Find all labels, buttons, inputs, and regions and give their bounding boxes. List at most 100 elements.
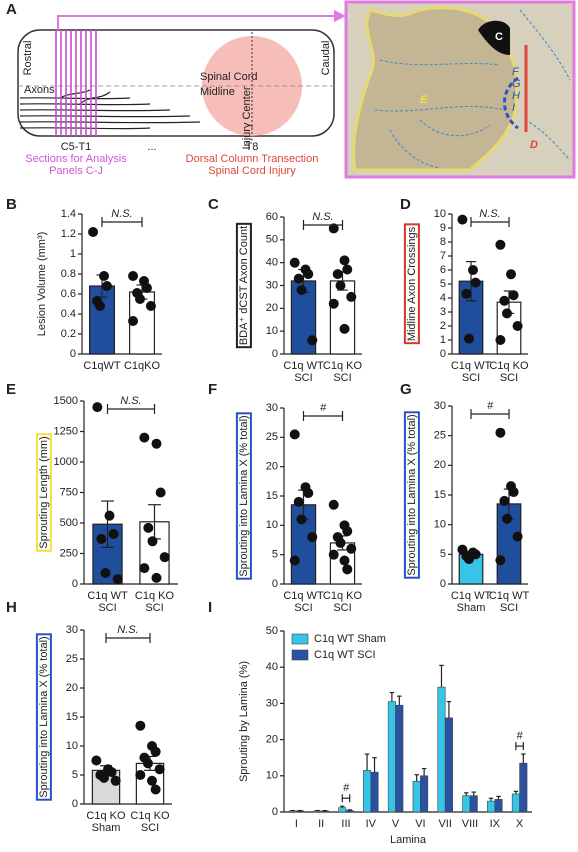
data-point — [499, 495, 510, 506]
x-tick-label: X — [516, 818, 524, 830]
data-point — [508, 487, 519, 498]
x-tick-label: VIII — [462, 818, 479, 830]
y-axis-title: BDA⁺ dCST Axon Count — [235, 222, 252, 349]
data-point — [96, 533, 107, 544]
y-tick-label: 250 — [60, 547, 78, 559]
y-tick-label: 30 — [266, 402, 278, 414]
significance-label: N.S. — [120, 395, 141, 407]
y-tick-label: 0 — [70, 348, 76, 360]
x-tick-label: SCI — [500, 602, 518, 614]
y-tick-label: 4 — [440, 292, 446, 304]
data-point — [128, 271, 139, 281]
data-point — [143, 758, 153, 769]
y-axis-title: Sprouting into Lamina X (% total) — [235, 412, 252, 580]
y-axis-title: Sprouting Length (mm) — [35, 433, 52, 552]
bar — [412, 780, 421, 813]
y-tick-label: 5 — [440, 278, 446, 290]
panel-letter: I — [208, 599, 212, 616]
y-label-box — [403, 411, 420, 579]
x-tick-label: III — [341, 818, 350, 830]
y-tick-label: 10 — [434, 208, 446, 220]
y-tick-label: 1000 — [54, 456, 78, 468]
bar — [370, 771, 379, 813]
y-tick-label: 1 — [70, 248, 76, 260]
y-tick-label: 1500 — [54, 395, 78, 407]
injury-label: Dorsal Column Transection — [186, 153, 319, 165]
y-tick-label: 1 — [440, 334, 446, 346]
data-point — [150, 746, 161, 757]
x-tick-label: VI — [415, 818, 425, 830]
y-tick-label: 8 — [440, 236, 446, 248]
bar — [462, 795, 471, 813]
legend-swatch — [291, 649, 309, 661]
y-tick-label: 10 — [266, 519, 278, 531]
y-tick-label: 750 — [60, 486, 78, 498]
y-tick-label: 10 — [266, 770, 278, 782]
y-tick-label: 0 — [272, 806, 278, 818]
data-point — [147, 775, 157, 786]
data-point — [339, 323, 350, 334]
data-point — [293, 273, 304, 284]
data-point — [457, 214, 468, 225]
y-label-box — [35, 433, 52, 552]
bar — [329, 280, 356, 355]
image-label: C — [495, 31, 503, 43]
x-tick-label: SCI — [333, 372, 351, 384]
y-tick-label: 15 — [266, 490, 278, 502]
y-tick-label: 30 — [434, 400, 446, 412]
y-axis-title: Lesion Volume (mm³) — [36, 232, 48, 337]
sections-label: Panels C-J — [49, 165, 103, 177]
significance-label: # — [517, 730, 524, 742]
y-tick-label: 40 — [266, 257, 278, 269]
y-tick-label: 0 — [272, 578, 278, 590]
y-tick-label: 30 — [266, 279, 278, 291]
x-tick-label: V — [392, 818, 400, 830]
significance-label: N.S. — [479, 208, 500, 220]
image-label: E — [420, 94, 428, 106]
data-point — [342, 264, 353, 275]
data-point — [135, 770, 146, 780]
y-tick-label: 0.6 — [61, 288, 76, 300]
data-point — [106, 767, 117, 778]
panel-letter: H — [6, 599, 17, 616]
y-label: Sprouting into Lamina X (% total) — [38, 636, 50, 797]
data-point — [307, 532, 318, 543]
significance-label: # — [487, 400, 494, 412]
sprouting-region — [352, 6, 519, 172]
data-point — [145, 301, 156, 311]
data-point — [470, 277, 481, 288]
x-tick-label: SCI — [98, 602, 116, 614]
data-point — [335, 537, 346, 548]
data-point — [499, 295, 510, 306]
data-point — [289, 257, 300, 268]
data-point — [339, 555, 350, 566]
y-tick-label: 0.8 — [61, 268, 76, 280]
bar — [519, 762, 528, 813]
panel-letter: A — [6, 1, 17, 18]
data-point — [99, 271, 109, 281]
y-tick-label: 50 — [266, 234, 278, 246]
bar — [363, 770, 372, 813]
y-tick-label: 50 — [266, 625, 278, 637]
data-point — [135, 294, 145, 304]
y-axis-title: Sprouting into Lamina X (% total) — [403, 411, 420, 579]
x-tick-label: C1qWT — [83, 360, 121, 372]
image-label: F — [512, 66, 520, 78]
data-point — [303, 269, 314, 280]
y-tick-label: 5 — [72, 769, 78, 781]
data-point — [346, 291, 357, 302]
y-label: Midline Axon Crossings — [406, 226, 418, 341]
x-tick-label: Sham — [92, 822, 121, 834]
arrow — [57, 15, 338, 30]
x-tick-label: C1q KO — [135, 590, 175, 602]
y-tick-label: 60 — [266, 211, 278, 223]
data-point — [335, 280, 346, 291]
section-level: C5-T1 — [61, 141, 92, 153]
data-point — [112, 574, 123, 585]
spinal-cord-label: Spinal Cord — [200, 71, 257, 83]
y-axis-title: Sprouting into Lamina X (% total) — [35, 633, 52, 801]
data-point — [151, 438, 162, 449]
data-point — [135, 720, 146, 731]
image-label: G — [512, 78, 521, 90]
x-tick-label: C1q KO — [86, 810, 126, 822]
